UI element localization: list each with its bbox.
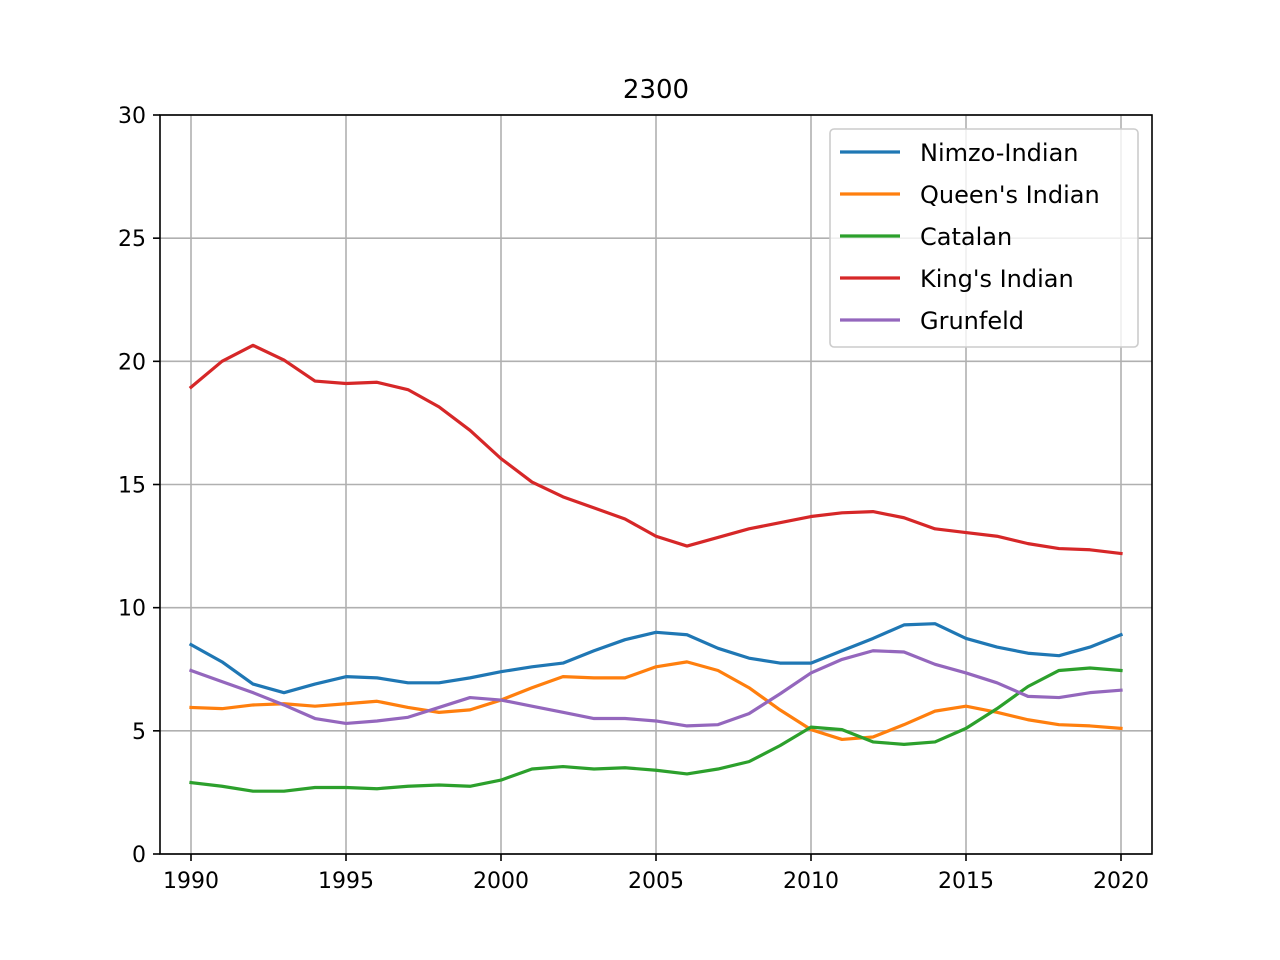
x-tick-label: 2015 <box>938 869 994 894</box>
series-line-nimzo-indian <box>188 622 1124 695</box>
series-line-queen-s-indian <box>189 660 1123 742</box>
x-tick-label: 2000 <box>473 869 529 894</box>
y-axis: 0 5 10 15 20 25 30 <box>118 104 160 868</box>
x-axis: 1990 1995 2000 2005 2010 2015 2020 <box>163 854 1149 894</box>
series-line-catalan <box>189 666 1123 793</box>
series-line-king-s-indian <box>188 343 1123 556</box>
x-tick-label: 1990 <box>163 869 219 894</box>
y-tick-label: 10 <box>118 597 146 622</box>
series-line-grunfeld <box>188 649 1123 728</box>
y-tick-label: 20 <box>118 350 146 375</box>
chart-title: 2300 <box>623 75 689 105</box>
legend: Nimzo-Indian Queen's Indian Catalan King's … <box>829 128 1139 348</box>
x-tick-label: 1995 <box>318 869 374 894</box>
y-tick-label: 0 <box>132 843 146 868</box>
legend-label-queen-s-indian: Queen's Indian <box>920 181 1100 209</box>
y-tick-label: 30 <box>118 104 146 129</box>
legend-box <box>829 128 1139 348</box>
series-lines <box>188 343 1124 793</box>
legend-label-nimzo-indian: Nimzo-Indian <box>920 139 1079 167</box>
y-tick-label: 15 <box>118 474 146 499</box>
legend-label-king-s-indian: King's Indian <box>920 265 1074 293</box>
legend-label-grunfeld: Grunfeld <box>920 307 1024 335</box>
y-tick-label: 25 <box>118 227 146 252</box>
x-tick-label: 2020 <box>1093 869 1149 894</box>
x-tick-label: 2005 <box>628 869 684 894</box>
y-tick-label: 5 <box>132 720 146 745</box>
x-tick-label: 2010 <box>783 869 839 894</box>
legend-label-catalan: Catalan <box>920 223 1012 251</box>
